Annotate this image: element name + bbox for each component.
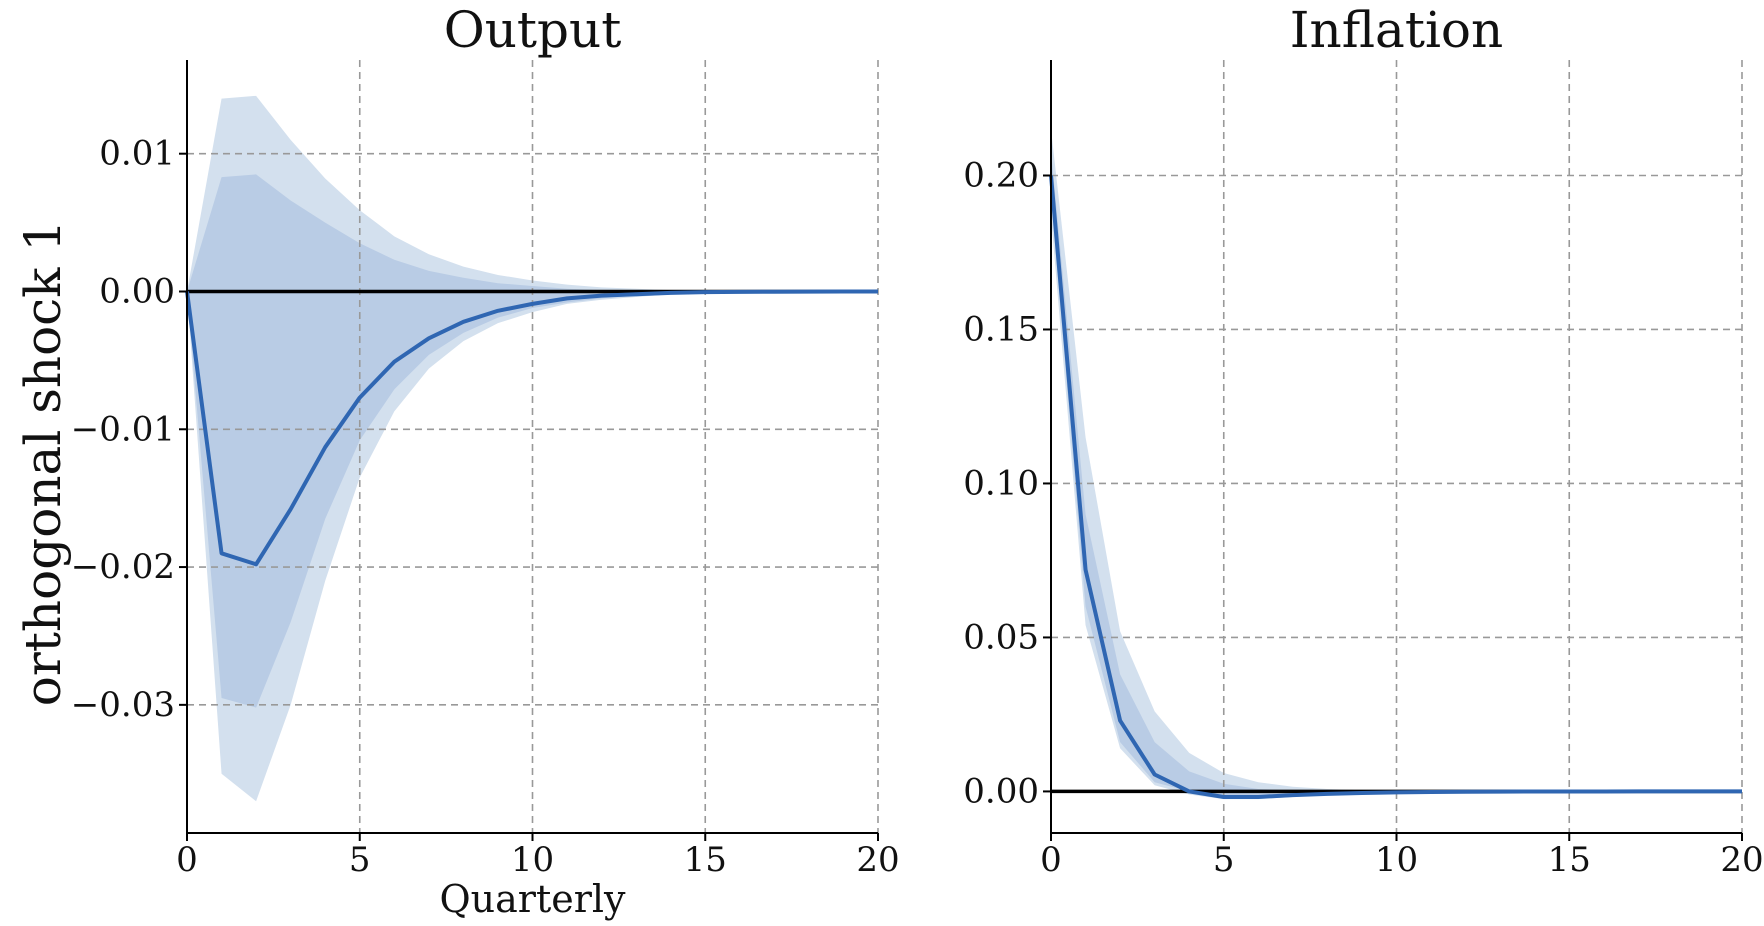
chart1-ytick-label: 0.00 bbox=[963, 771, 1039, 811]
chart1-title: Inflation bbox=[1290, 1, 1504, 59]
chart0-xtick-label: 15 bbox=[684, 840, 727, 880]
chart1-series-line-0 bbox=[1049, 175, 1742, 799]
chart0-xtick-label: 5 bbox=[349, 840, 371, 880]
panel-output: 0 5 10 15 20 0.01 0.00 −0.01 −0.02 −0.03 Output Qua… bbox=[71, 1, 900, 921]
chart0-xtick-label: 10 bbox=[511, 840, 554, 880]
chart1-ytick-label: 0.15 bbox=[963, 309, 1039, 349]
chart0-xtick-label: 0 bbox=[176, 840, 198, 880]
figure-y-label: orthogonal shock 1 bbox=[14, 220, 72, 706]
chart0-ytick-label: 0.00 bbox=[99, 271, 175, 311]
chart1-ytick-label: 0.05 bbox=[963, 617, 1039, 657]
chart0-title: Output bbox=[444, 1, 622, 59]
chart1-xtick-label: 10 bbox=[1375, 840, 1418, 880]
chart1-ytick-label: 0.10 bbox=[963, 463, 1039, 503]
chart1-xtick-label: 5 bbox=[1213, 840, 1235, 880]
chart0-x-label: Quarterly bbox=[440, 877, 627, 921]
chart1-xtick-label: 15 bbox=[1548, 840, 1591, 880]
chart0-ytick-label: −0.03 bbox=[71, 685, 175, 725]
chart0-band-inner bbox=[187, 174, 878, 708]
chart0-ytick-label: −0.02 bbox=[71, 547, 175, 587]
chart1-ytick-label: 0.20 bbox=[963, 155, 1039, 195]
chart0-xtick-label: 20 bbox=[856, 840, 899, 880]
chart0-series-line-0 bbox=[185, 289, 878, 567]
chart0-ytick-label: 0.01 bbox=[99, 134, 175, 174]
chart0-ytick-label: −0.01 bbox=[71, 409, 175, 449]
chart1-xtick-label: 0 bbox=[1040, 840, 1062, 880]
chart1-band-inner bbox=[1051, 150, 1742, 798]
panel-inflation: 0 5 10 15 20 0.20 0.15 0.10 0.05 0.00 Inflation bbox=[963, 1, 1763, 880]
chart1-xtick-label: 20 bbox=[1720, 840, 1763, 880]
